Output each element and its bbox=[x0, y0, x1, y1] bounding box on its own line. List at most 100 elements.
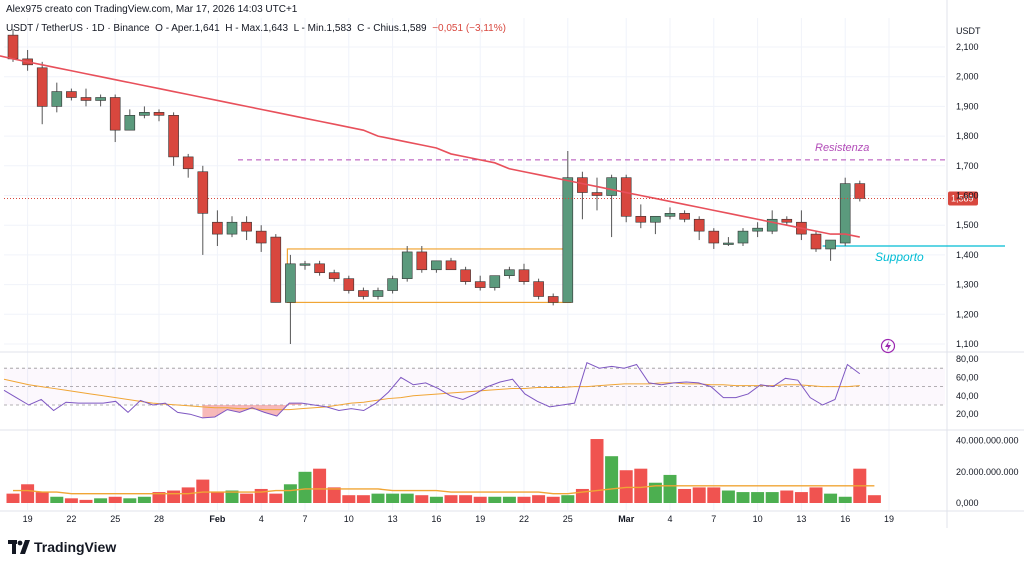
candle-body bbox=[547, 296, 559, 303]
volume-bar bbox=[342, 495, 356, 503]
price-tick: 1,900 bbox=[956, 101, 979, 111]
volume-bar bbox=[6, 493, 20, 503]
candle-body bbox=[168, 115, 179, 158]
candle-body bbox=[95, 97, 106, 101]
candle-body bbox=[416, 251, 428, 271]
candle-body bbox=[255, 230, 267, 244]
time-tick: 7 bbox=[711, 514, 716, 524]
candle-body bbox=[139, 112, 150, 116]
volume-bar bbox=[371, 493, 385, 503]
volume-tick: 0,000 bbox=[956, 498, 979, 508]
volume-bar bbox=[867, 495, 881, 503]
volume-bar bbox=[634, 468, 648, 503]
volume-bar bbox=[619, 470, 633, 503]
candle bbox=[445, 257, 457, 271]
candle-body bbox=[241, 221, 252, 232]
volume-bar bbox=[137, 496, 151, 503]
candle bbox=[635, 204, 647, 229]
volume-bar bbox=[794, 492, 808, 503]
candle bbox=[708, 228, 720, 249]
price-tick: 1,300 bbox=[956, 280, 979, 290]
candle bbox=[737, 228, 749, 246]
time-tick: 19 bbox=[23, 514, 33, 524]
volume-bar bbox=[517, 496, 531, 503]
legend-close: C - Chius.1,589 bbox=[357, 23, 427, 34]
candles bbox=[7, 29, 866, 344]
legend-high: H - Max.1,643 bbox=[225, 23, 289, 34]
candle-body bbox=[591, 192, 603, 196]
tradingview-logo-text: TradingView bbox=[34, 539, 117, 555]
time-tick: 10 bbox=[753, 514, 763, 524]
volume-bar bbox=[663, 474, 677, 503]
candle bbox=[723, 237, 734, 246]
candle-body bbox=[606, 177, 617, 196]
volume-bar bbox=[459, 495, 473, 503]
candle-body bbox=[431, 260, 442, 271]
candle-body bbox=[766, 218, 778, 232]
candle-body bbox=[182, 156, 194, 170]
candle bbox=[650, 215, 661, 235]
candle-body bbox=[343, 278, 355, 291]
rsi-tick: 60,00 bbox=[956, 372, 979, 382]
volume-bar bbox=[210, 492, 224, 503]
candle-body bbox=[270, 236, 282, 303]
candle bbox=[489, 275, 501, 291]
candle-body bbox=[562, 177, 574, 303]
candle bbox=[547, 293, 559, 306]
candle-body bbox=[839, 183, 851, 244]
candle-body bbox=[723, 242, 734, 245]
volume-bar bbox=[386, 493, 400, 503]
candle-body bbox=[635, 215, 647, 223]
volume-bar bbox=[751, 492, 765, 503]
candle bbox=[518, 263, 530, 285]
volume-bar bbox=[488, 496, 502, 503]
time-tick: Feb bbox=[209, 514, 226, 524]
candle bbox=[241, 216, 252, 241]
volume-bar bbox=[225, 490, 239, 503]
candle-body bbox=[445, 260, 457, 271]
candle-body bbox=[299, 263, 311, 266]
volume-bar bbox=[196, 479, 210, 503]
resistance-label: Resistenza bbox=[815, 142, 869, 154]
candle bbox=[139, 106, 150, 119]
legend-open: O - Aper.1,641 bbox=[155, 23, 220, 34]
candle bbox=[197, 165, 209, 255]
candle bbox=[752, 222, 763, 238]
tradingview-logo[interactable]: TradingView bbox=[8, 539, 116, 555]
candle-body bbox=[737, 230, 749, 244]
lightning-icon bbox=[880, 338, 896, 354]
candle bbox=[182, 153, 194, 178]
volume-bar bbox=[502, 496, 516, 503]
candle bbox=[343, 275, 355, 294]
time-tick: 10 bbox=[344, 514, 354, 524]
candle-body bbox=[124, 115, 136, 131]
candle-body bbox=[36, 67, 48, 107]
candle bbox=[358, 287, 369, 300]
chart-legend: USDT / TetherUS · 1D · Binance O - Aper.… bbox=[6, 23, 506, 34]
volume-bar bbox=[400, 493, 414, 503]
time-tick: 22 bbox=[66, 514, 76, 524]
candle bbox=[314, 260, 325, 276]
candle-body bbox=[518, 269, 530, 282]
time-tick: 25 bbox=[110, 514, 120, 524]
candle-body bbox=[314, 263, 325, 274]
volume-bar bbox=[824, 493, 838, 503]
time-tick: 19 bbox=[884, 514, 894, 524]
candle-body bbox=[7, 34, 19, 60]
time-tick: 13 bbox=[388, 514, 398, 524]
legend-change: −0,051 (−3,11%) bbox=[432, 23, 506, 34]
candle-body bbox=[197, 171, 209, 214]
rsi-line bbox=[3, 361, 861, 419]
volume-bar bbox=[298, 471, 312, 503]
candle bbox=[255, 225, 267, 252]
candle bbox=[664, 207, 676, 220]
price-tick: 1,100 bbox=[956, 339, 979, 349]
candle-body bbox=[153, 112, 165, 116]
candle-body bbox=[285, 263, 296, 303]
time-tick: 4 bbox=[259, 514, 264, 524]
candle bbox=[153, 109, 165, 122]
candle-body bbox=[825, 239, 836, 250]
rsi-tick: 20,00 bbox=[956, 409, 979, 419]
lightning-bolt bbox=[885, 341, 891, 351]
